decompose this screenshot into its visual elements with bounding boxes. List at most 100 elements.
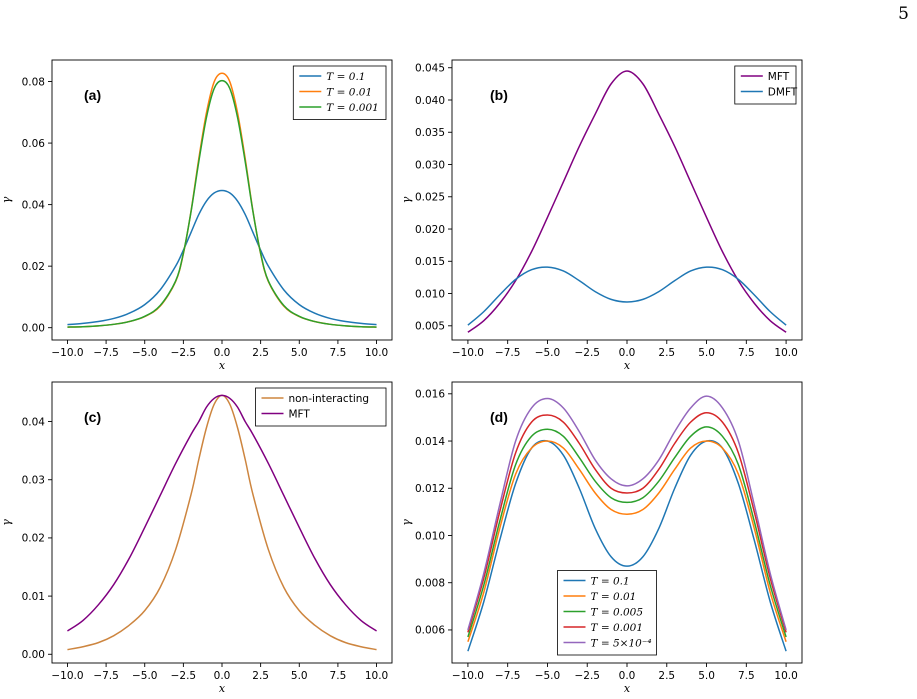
legend-entry: non-interacting [289, 393, 370, 405]
legend-entry: MFT [289, 408, 311, 420]
legend-entry: T = 0.001 [591, 622, 644, 634]
series-group [67, 72, 377, 328]
panel-label: (c) [84, 409, 101, 425]
legend-entry: T = 0.1 [326, 71, 365, 83]
x-tick-label: 2.5 [252, 347, 269, 359]
panel-label: (a) [84, 87, 101, 103]
series-line-4 [467, 411, 787, 633]
legend: non-interacting MFT [255, 387, 387, 427]
y-tick-label: 0.02 [22, 533, 45, 545]
x-tick-label: −5.0 [535, 347, 561, 359]
x-tick-label: 0.0 [619, 670, 636, 682]
y-tick-label: 0.08 [22, 76, 45, 88]
x-tick-label: −2.5 [574, 347, 600, 359]
x-tick-label: 5.0 [291, 347, 308, 359]
x-tick-label: −5.0 [132, 670, 158, 682]
x-tick-label: −10.0 [51, 347, 83, 359]
x-tick-label: 2.5 [658, 670, 675, 682]
y-tick-label: 0.04 [22, 416, 46, 428]
x-tick-label: 10.0 [774, 670, 797, 682]
series-line-3 [467, 426, 787, 638]
legend-entry: T = 0.005 [591, 606, 644, 618]
y-axis-label: γ [400, 519, 413, 526]
series-line-1 [467, 439, 787, 652]
y-tick-label: 0.014 [415, 436, 445, 448]
legend-entry: MFT [768, 71, 790, 83]
panel-label: (b) [490, 87, 508, 103]
chart-panel-b: −10.0 −7.5 −5.0 −2.5 0.0 2.5 5.0 7.5 10.0 0.005 0.… [400, 59, 803, 372]
chart-panel-a: −10.0 −7.5 −5.0 −2.5 0.0 2.5 5.0 7.5 10.0 0.00 0.0… [0, 59, 393, 372]
y-tick-label: 0.045 [415, 63, 445, 75]
y-tick-label: 0.03 [22, 475, 45, 487]
series-group [67, 394, 377, 651]
y-tick-label: 0.00 [22, 322, 45, 334]
y-tick-label: 0.010 [415, 530, 445, 542]
y-tick-label: 0.015 [415, 256, 445, 268]
series-line-1 [67, 394, 377, 651]
x-axis-label: x [219, 359, 226, 372]
legend-box [292, 65, 387, 120]
legend-entry: T = 5×10⁻⁴ [591, 637, 652, 649]
x-tick-label: −7.5 [93, 347, 119, 359]
y-tick-label: 0.02 [22, 261, 45, 273]
x-tick-label: 0.0 [214, 670, 231, 682]
legend-entry: T = 0.01 [591, 591, 637, 603]
y-tick-label: 0.040 [415, 95, 445, 107]
series-group [467, 395, 787, 652]
series-line-5 [467, 395, 787, 631]
y-tick-label: 0.008 [415, 578, 445, 590]
y-tick-label: 0.006 [415, 625, 445, 637]
x-tick-label: −2.5 [171, 670, 197, 682]
y-axis-label: γ [0, 196, 13, 203]
y-tick-label: 0.030 [415, 159, 445, 171]
x-tick-label: 10.0 [774, 347, 797, 359]
x-tick-label: −5.0 [132, 347, 158, 359]
x-tick-label: −2.5 [574, 670, 600, 682]
legend-box [557, 570, 657, 656]
x-axis-label: x [624, 682, 631, 695]
x-tick-label: 7.5 [330, 670, 347, 682]
x-tick-label: 5.0 [291, 670, 308, 682]
legend-entry: DMFT [768, 86, 798, 98]
legend: T = 0.1 T = 0.01 T = 0.005 T = 0.001 T = 5×1… [557, 570, 657, 656]
legend-entry: T = 0.001 [326, 102, 379, 114]
y-tick-label: 0.020 [415, 224, 445, 236]
series-line-2 [467, 266, 787, 326]
x-tick-label: 7.5 [738, 347, 755, 359]
x-tick-label: 10.0 [365, 670, 388, 682]
x-tick-label: 7.5 [330, 347, 347, 359]
x-tick-label: −7.5 [495, 347, 521, 359]
x-tick-label: 0.0 [214, 347, 231, 359]
x-tick-label: 2.5 [658, 347, 675, 359]
x-tick-label: −7.5 [93, 670, 119, 682]
x-axis-label: x [624, 359, 631, 372]
y-tick-label: 0.025 [415, 192, 445, 204]
x-tick-label: −10.0 [452, 670, 484, 682]
legend-box [255, 387, 387, 427]
y-tick-label: 0.035 [415, 127, 445, 139]
legend: T = 0.1 T = 0.01 T = 0.001 [292, 65, 387, 120]
y-axis-label: γ [400, 196, 413, 203]
x-tick-label: 5.0 [698, 670, 715, 682]
y-tick-label: 0.016 [415, 389, 445, 401]
series-line-1 [467, 70, 787, 333]
x-tick-label: −10.0 [51, 670, 83, 682]
legend-entry: T = 0.01 [326, 86, 372, 98]
legend: MFT DMFT [734, 65, 798, 105]
series-line-2 [67, 394, 377, 632]
series-group [467, 70, 787, 333]
y-tick-label: 0.005 [415, 321, 445, 333]
legend-entry: T = 0.1 [591, 575, 630, 587]
x-tick-label: 7.5 [738, 670, 755, 682]
x-tick-label: −5.0 [535, 670, 561, 682]
y-tick-label: 0.010 [415, 288, 445, 300]
series-line-2 [467, 440, 787, 642]
y-tick-label: 0.00 [22, 649, 45, 661]
x-tick-label: −10.0 [452, 347, 484, 359]
chart-panel-c: −10.0 −7.5 −5.0 −2.5 0.0 2.5 5.0 7.5 10.0 0.00 0.0… [0, 381, 393, 695]
panel-label: (d) [490, 409, 508, 425]
page-number: 5 [898, 4, 909, 24]
y-tick-label: 0.012 [415, 483, 445, 495]
y-tick-label: 0.01 [22, 591, 45, 603]
